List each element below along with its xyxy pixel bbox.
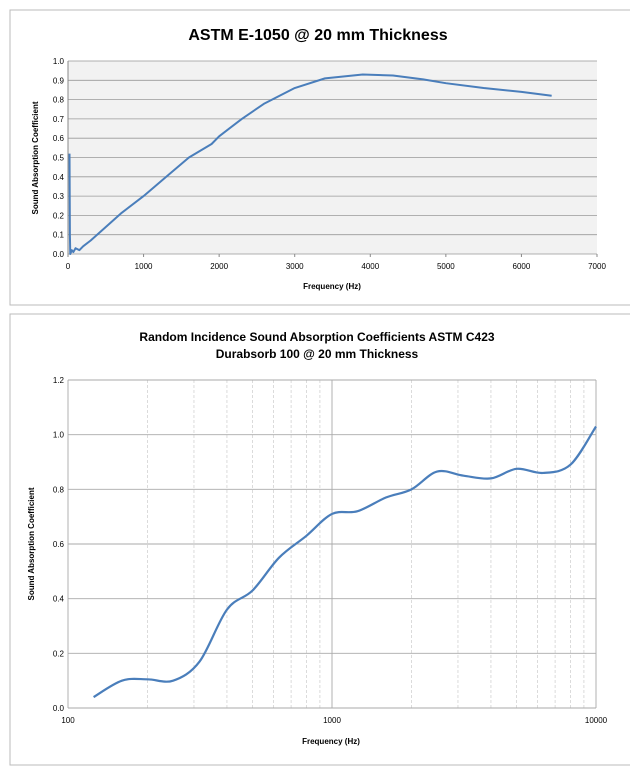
chart1-series-line	[68, 73, 552, 255]
chart2-ylabel: Sound Absorption Coefficient	[27, 487, 36, 600]
chart2-ytick-label: 1.2	[53, 376, 65, 385]
chart1-ytick-label: 0.2	[53, 211, 65, 220]
chart2-ytick-label: 0.0	[53, 704, 65, 713]
chart1-ytick-label: 0.9	[53, 76, 65, 85]
chart2-series-line	[93, 425, 597, 699]
chart1-ytick-label: 0.4	[53, 173, 65, 182]
chart1-xtick-label: 5000	[437, 262, 455, 271]
chart2-ytick-label: 0.4	[53, 595, 65, 604]
chart1-ylabel: Sound Absorption Coefficient	[31, 101, 40, 214]
chart2-ytick-label: 1.0	[53, 431, 65, 440]
chart1-ytick-label: 0.8	[53, 96, 65, 105]
chart2-title: Random Incidence Sound Absorption Coeffi…	[139, 330, 494, 344]
chart1-xlabel: Frequency (Hz)	[303, 282, 361, 291]
chart2-xlabel: Frequency (Hz)	[302, 737, 360, 746]
chart2-xtick-label: 10000	[585, 716, 608, 725]
chart2-subtitle: Durabsorb 100 @ 20 mm Thickness	[216, 347, 419, 361]
chart1-xtick-label: 0	[66, 262, 71, 271]
chart1-ytick-label: 0.1	[53, 231, 65, 240]
chart1-xtick-label: 1000	[135, 262, 153, 271]
chart1-title: ASTM E-1050 @ 20 mm Thickness	[188, 27, 447, 44]
chart2-ytick-label: 0.8	[53, 485, 65, 494]
chart1-ytick-label: 0.7	[53, 115, 65, 124]
chart1-xtick-label: 2000	[210, 262, 228, 271]
chart2-frame	[9, 313, 630, 766]
chart1-xtick-label: 6000	[513, 262, 531, 271]
chart2-xtick-label: 100	[61, 716, 75, 725]
chart2-ytick-label: 0.2	[53, 649, 65, 658]
chart1-ytick-label: 1.0	[53, 57, 65, 66]
chart1-xtick-label: 3000	[286, 262, 304, 271]
chart1-xtick-label: 4000	[361, 262, 379, 271]
chart1-xtick-label: 7000	[588, 262, 606, 271]
chart2-xtick-label: 1000	[323, 716, 341, 725]
chart1-ytick-label: 0.5	[53, 154, 65, 163]
chart1-ytick-label: 0.3	[53, 192, 65, 201]
chart1-ytick-label: 0.6	[53, 134, 65, 143]
chart1-ytick-label: 0.0	[53, 250, 65, 259]
chart2-ytick-label: 0.6	[53, 540, 65, 549]
